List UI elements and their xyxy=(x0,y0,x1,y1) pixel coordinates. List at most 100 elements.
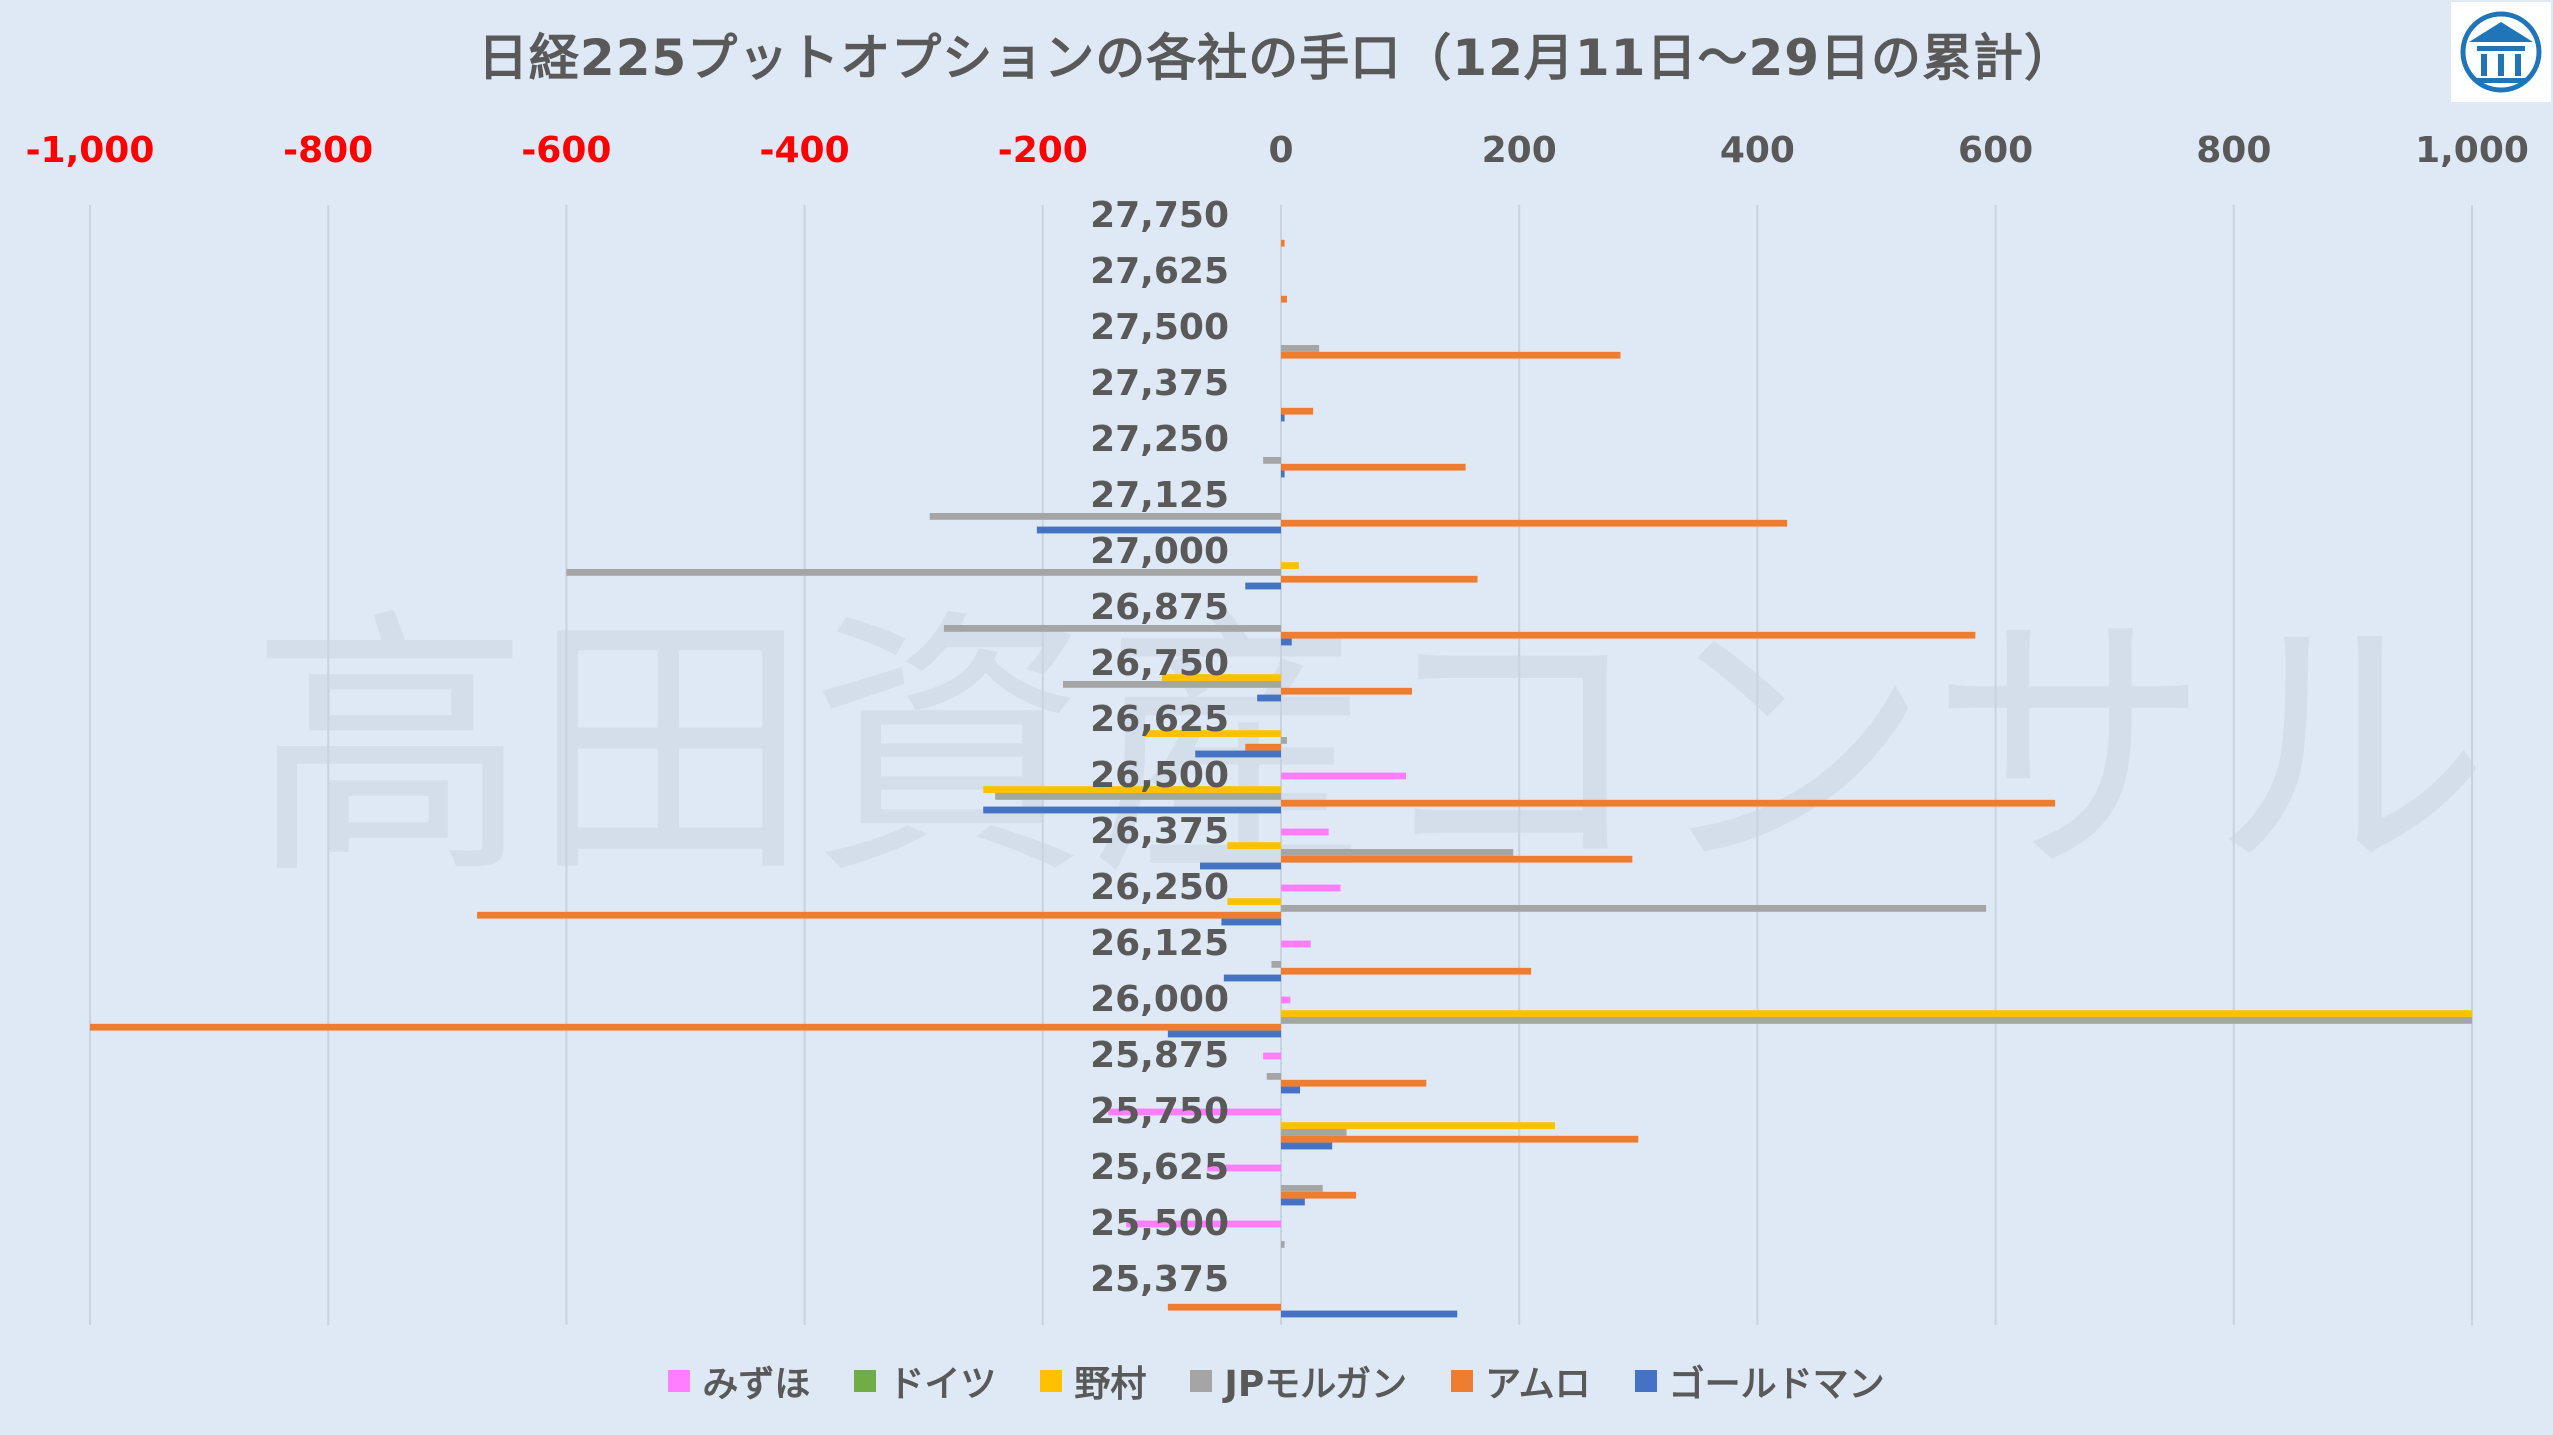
bar xyxy=(1144,730,1281,737)
bar xyxy=(1281,463,1466,471)
logo xyxy=(2451,2,2551,102)
y-category-label: 27,250 xyxy=(1090,419,1229,460)
bar xyxy=(1281,1241,1285,1248)
bar xyxy=(1281,855,1633,863)
bar xyxy=(1281,1079,1427,1087)
legend-swatch xyxy=(668,1370,691,1392)
bar xyxy=(1281,239,1285,247)
legend-item: アムロ xyxy=(1451,1355,1591,1407)
legend-label: JPモルガン xyxy=(1224,1364,1408,1405)
bar xyxy=(1281,1142,1333,1150)
bar xyxy=(1281,1010,2472,1017)
bar xyxy=(983,786,1281,793)
bar xyxy=(1281,905,1987,912)
bar xyxy=(1281,414,1285,422)
bar xyxy=(1281,351,1621,359)
bar xyxy=(1108,1108,1281,1116)
legend-item: みずほ xyxy=(668,1355,810,1407)
bar xyxy=(1281,940,1311,948)
bar xyxy=(1126,1220,1281,1228)
bar xyxy=(929,513,1281,520)
bar xyxy=(1281,345,1320,352)
bar xyxy=(1263,457,1281,464)
y-category-label: 27,375 xyxy=(1090,363,1229,404)
x-tick-label: -200 xyxy=(998,130,1088,171)
bar xyxy=(566,569,1281,576)
bar xyxy=(983,806,1281,814)
bar xyxy=(1223,974,1281,982)
legend-label: 野村 xyxy=(1074,1364,1147,1405)
bar xyxy=(1281,737,1287,744)
y-category-label: 27,625 xyxy=(1090,251,1229,292)
bar xyxy=(1281,562,1299,569)
bar xyxy=(1281,1122,1555,1129)
x-tick-label: 0 xyxy=(1268,130,1293,171)
x-tick-label: -800 xyxy=(283,130,373,171)
y-category-label: 25,750 xyxy=(1090,1091,1229,1132)
x-tick-label: -600 xyxy=(521,130,611,171)
legend-swatch xyxy=(1040,1370,1063,1392)
x-tick-label: 200 xyxy=(1482,130,1557,171)
bar xyxy=(1266,1073,1281,1080)
bar xyxy=(1207,1164,1281,1172)
x-tick-label: 600 xyxy=(1958,130,2033,171)
x-tick-label: 1,000 xyxy=(2415,130,2529,171)
y-category-label: 26,875 xyxy=(1090,587,1229,628)
bar xyxy=(1281,1129,1347,1136)
bar xyxy=(1271,961,1281,968)
bar xyxy=(1221,918,1281,926)
bar xyxy=(1281,1086,1301,1094)
y-category-label: 27,125 xyxy=(1090,475,1229,516)
y-category-label: 25,625 xyxy=(1090,1147,1229,1188)
y-category-label: 26,500 xyxy=(1090,755,1229,796)
bar xyxy=(1281,1198,1305,1206)
bar xyxy=(1281,687,1413,695)
bar xyxy=(1200,862,1281,870)
legend-label: アムロ xyxy=(1485,1364,1591,1405)
bar xyxy=(1245,582,1281,590)
bar xyxy=(1281,828,1329,836)
bar xyxy=(1167,1303,1281,1311)
legend-label: ドイツ xyxy=(888,1364,997,1405)
bar xyxy=(1161,674,1281,681)
bar xyxy=(1281,1310,1458,1318)
bar xyxy=(1281,407,1314,415)
bar xyxy=(1063,681,1281,688)
y-category-label: 27,000 xyxy=(1090,531,1229,572)
bar xyxy=(1245,743,1281,751)
bar xyxy=(1281,295,1287,303)
y-category-label: 26,750 xyxy=(1090,643,1229,684)
legend-swatch xyxy=(854,1370,877,1392)
y-category-label: 26,375 xyxy=(1090,811,1229,852)
y-category-label: 25,875 xyxy=(1090,1035,1229,1076)
legend-item: ドイツ xyxy=(854,1355,996,1407)
y-category-label: 26,250 xyxy=(1090,867,1229,908)
bar xyxy=(1263,1052,1281,1060)
legend-label: ゴールドマン xyxy=(1668,1364,1885,1405)
bar xyxy=(477,911,1281,919)
x-tick-label: -400 xyxy=(760,130,850,171)
chart-title: 日経225プットオプションの各社の手口（12月11日～29日の累計） xyxy=(477,29,2076,87)
legend: みずほ ドイツ 野村 JPモルガン アムロ ゴールドマン xyxy=(0,1355,2553,1407)
y-category-label: 26,625 xyxy=(1090,699,1229,740)
bar xyxy=(1281,519,1788,527)
bar xyxy=(995,793,1281,800)
bar xyxy=(1036,526,1281,534)
bar xyxy=(1281,638,1292,646)
bar xyxy=(1281,799,2056,807)
bar xyxy=(1281,967,1532,975)
bar xyxy=(1257,694,1281,702)
bar xyxy=(1281,631,1976,639)
legend-swatch xyxy=(1451,1370,1474,1392)
bar xyxy=(1281,1017,2472,1024)
y-category-label: 25,375 xyxy=(1090,1259,1229,1300)
y-category-label: 26,125 xyxy=(1090,923,1229,964)
legend-swatch xyxy=(1634,1370,1657,1392)
y-category-label: 26,000 xyxy=(1090,979,1229,1020)
bar xyxy=(90,1023,1281,1031)
bar xyxy=(1281,575,1478,583)
bar xyxy=(1227,842,1281,849)
legend-swatch xyxy=(1190,1370,1213,1392)
y-category-label: 27,750 xyxy=(1090,195,1229,236)
